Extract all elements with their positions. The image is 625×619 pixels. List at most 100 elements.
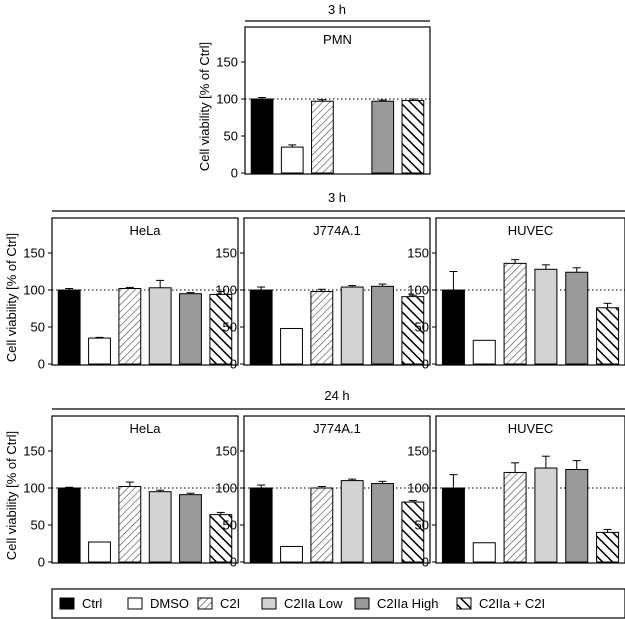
bar-c2iia-high (179, 293, 202, 365)
bar-c2iia-c2i (401, 501, 425, 563)
y-tick-label: 150 (215, 444, 237, 459)
panel-huvec-3h: HUVEC 0 50 100 150 (407, 217, 625, 372)
y-tick-label: 100 (407, 283, 429, 298)
group-time-label-g1: 3 h (328, 2, 346, 17)
bar-ctrl (249, 289, 273, 365)
panel-pmn-3h: PMN 0 50 100 150 Cell viability [% of Ctrl] (197, 26, 431, 181)
y-tick-label: 0 (231, 166, 238, 181)
legend-swatch-c2i (197, 597, 213, 610)
bar-ctrl (57, 487, 81, 563)
y-tick-label: 150 (215, 246, 237, 261)
legend-label-c2iia-c2i: C2IIa + C2I (479, 596, 545, 611)
y-tick-label: 0 (230, 555, 237, 570)
panel-frame (243, 415, 431, 564)
bar-c2iia-low (534, 268, 558, 365)
bar-c2iia-high (179, 494, 202, 563)
panel-hela-24h: HeLa 0 50 100 150 Cell viability [% of Ctrl] (4, 415, 239, 570)
y-tick-label: 50 (31, 518, 45, 533)
panel-title: PMN (323, 32, 352, 47)
panel-title: J774A.1 (313, 421, 361, 436)
bar-ctrl (249, 487, 273, 563)
panel-frame (51, 415, 239, 564)
legend-label-dmso: DMSO (150, 596, 189, 611)
y-tick-label: 150 (23, 246, 45, 261)
panel-title: HUVEC (508, 223, 554, 238)
bar-ctrl (441, 487, 465, 563)
panel-frame (243, 217, 431, 366)
y-tick-label: 100 (215, 283, 237, 298)
bar-c2iia-c2i (209, 514, 233, 563)
legend-swatch-dmso (127, 597, 143, 610)
y-tick-label: 100 (215, 481, 237, 496)
y-tick-label: 150 (216, 55, 238, 70)
bar-c2i (118, 486, 142, 563)
bar-c2iia-c2i (209, 293, 233, 365)
bar-dmso (472, 542, 496, 563)
y-tick-label: 150 (23, 444, 45, 459)
panel-j774-24h: J774A.1 0 50 100 150 (215, 415, 431, 570)
group-time-label-g2: 3 h (328, 190, 346, 205)
legend-swatch-c2iia-low (261, 597, 277, 610)
bar-c2iia-low (340, 480, 364, 563)
bar-c2iia-high (371, 100, 395, 174)
bar-c2iia-low (534, 467, 558, 563)
y-axis-title: Cell viability [% of Ctrl] (4, 431, 19, 560)
bar-ctrl (250, 98, 274, 174)
bar-c2i (118, 288, 142, 365)
y-tick-label: 150 (407, 444, 429, 459)
bar-c2iia-high (565, 469, 589, 563)
panel-frame (244, 26, 431, 175)
bar-c2iia-c2i (401, 99, 425, 174)
panel-title: HeLa (129, 421, 161, 436)
legend-swatch-c2iia-high (354, 597, 370, 610)
panel-title: HeLa (129, 223, 161, 238)
bar-dmso (88, 337, 111, 365)
bar-c2i (503, 471, 527, 563)
bar-c2i (310, 487, 334, 563)
panel-hela-3h: HeLa 0 50 100 150 Cell viability [% of Ctrl] (4, 217, 239, 372)
panel-frame (435, 415, 625, 564)
y-tick-label: 100 (23, 481, 45, 496)
panel-frame (51, 217, 239, 366)
bar-ctrl (441, 289, 465, 365)
legend-label-c2i: C2I (220, 596, 240, 611)
bar-dmso (88, 541, 111, 563)
y-tick-label: 50 (223, 518, 237, 533)
bar-ctrl (57, 289, 81, 365)
panel-frame (435, 217, 625, 366)
y-tick-label: 0 (230, 357, 237, 372)
bar-c2i (503, 262, 527, 365)
bar-c2iia-low (148, 287, 172, 365)
legend-label-ctrl: Ctrl (82, 596, 102, 611)
panel-huvec-24h: HUVEC 0 50 100 150 (407, 415, 625, 570)
legend-swatch-ctrl (59, 597, 75, 610)
y-tick-label: 100 (407, 481, 429, 496)
y-tick-label: 0 (422, 357, 429, 372)
y-tick-label: 100 (216, 92, 238, 107)
y-tick-label: 0 (38, 357, 45, 372)
y-tick-label: 0 (422, 555, 429, 570)
y-axis-title: Cell viability [% of Ctrl] (4, 233, 19, 362)
y-tick-label: 50 (223, 320, 237, 335)
bar-c2iia-high (371, 285, 394, 365)
y-tick-label: 50 (224, 129, 238, 144)
legend: Ctrl DMSO C2I C2IIa Low C2IIa High C2IIa + C2… (51, 588, 625, 619)
bar-c2i (310, 290, 334, 365)
y-tick-label: 150 (407, 246, 429, 261)
bar-c2iia-high (371, 483, 394, 563)
bar-c2iia-low (148, 491, 172, 563)
bar-dmso (280, 545, 303, 563)
group-time-label-g3: 24 h (324, 388, 349, 403)
y-tick-label: 50 (415, 320, 429, 335)
bar-c2iia-high (565, 271, 589, 365)
bar-c2i (311, 100, 334, 174)
legend-frame (51, 588, 625, 619)
bar-c2iia-c2i (596, 531, 620, 563)
panel-j774-3h: J774A.1 0 50 100 150 (215, 217, 431, 372)
legend-label-c2iia-high: C2IIa High (377, 596, 438, 611)
bar-c2iia-c2i (596, 307, 620, 365)
y-tick-label: 50 (31, 320, 45, 335)
panel-title: HUVEC (508, 421, 554, 436)
legend-label-c2iia-low: C2IIa Low (284, 596, 343, 611)
